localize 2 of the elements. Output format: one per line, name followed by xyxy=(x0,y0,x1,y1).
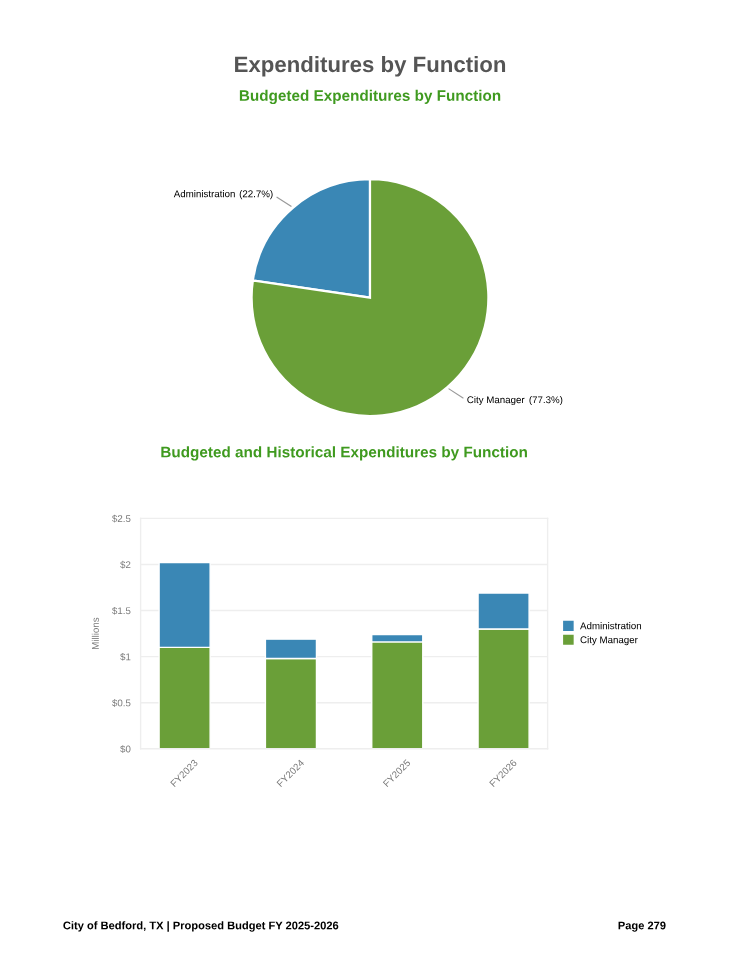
bar xyxy=(371,641,424,749)
chart-title: Expenditures by Function xyxy=(235,55,506,77)
